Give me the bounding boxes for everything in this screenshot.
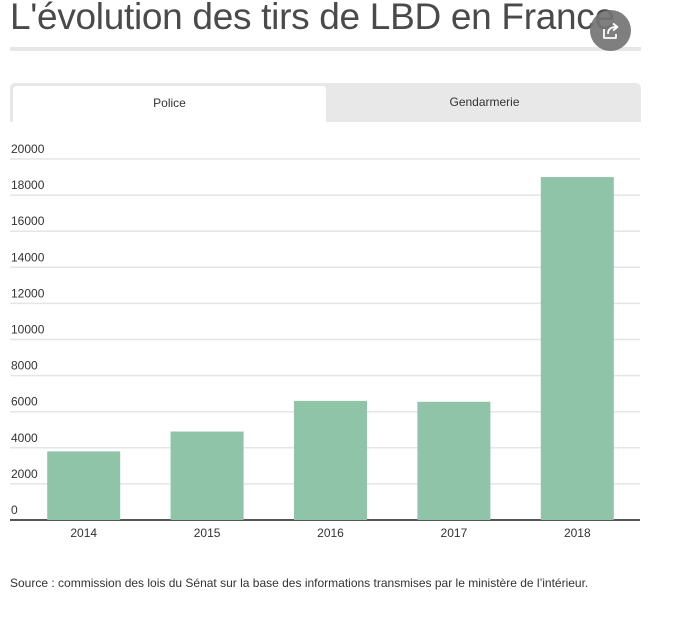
- bar-2014[interactable]: [47, 451, 121, 520]
- y-tick-label: 18000: [11, 178, 45, 192]
- y-tick-label: 20000: [11, 142, 45, 156]
- tab-bar: Police Gendarmerie: [10, 83, 641, 122]
- bar-2018[interactable]: [540, 177, 614, 521]
- tab-gendarmerie[interactable]: Gendarmerie: [449, 95, 520, 109]
- share-icon: [602, 22, 618, 39]
- bar-2017[interactable]: [417, 401, 491, 520]
- y-tick-label: 4000: [11, 431, 38, 445]
- y-tick-label: 10000: [11, 323, 45, 337]
- y-tick-label: 6000: [11, 395, 38, 409]
- x-tick-label: 2014: [70, 526, 97, 540]
- bar-chart: 2000018000160001400012000100008000600040…: [10, 142, 640, 540]
- x-tick-label: 2016: [317, 526, 344, 540]
- y-tick-label: 16000: [11, 214, 45, 228]
- y-tick-label: 14000: [11, 250, 45, 264]
- share-button[interactable]: [590, 10, 631, 51]
- y-tick-label: 2000: [11, 467, 38, 481]
- y-tick-label: 12000: [11, 286, 45, 300]
- bars: [47, 177, 614, 521]
- x-tick-label: 2018: [564, 526, 591, 540]
- y-tick-label: 0: [11, 503, 18, 517]
- chart-title: L'évolution des tirs de LBD en France: [10, 0, 615, 37]
- x-axis-ticks: 2014 2015 2016 2017 2018: [70, 526, 591, 540]
- title-divider: [10, 47, 641, 51]
- source-note: Source : commission des lois du Sénat su…: [10, 576, 589, 590]
- y-axis-ticks: 2000018000160001400012000100008000600040…: [11, 142, 45, 517]
- bar-2015[interactable]: [170, 431, 244, 520]
- bar-2016[interactable]: [294, 400, 367, 520]
- x-tick-label: 2017: [441, 526, 468, 540]
- y-tick-label: 8000: [11, 359, 38, 373]
- tab-police[interactable]: Police: [13, 86, 326, 122]
- x-tick-label: 2015: [194, 526, 221, 540]
